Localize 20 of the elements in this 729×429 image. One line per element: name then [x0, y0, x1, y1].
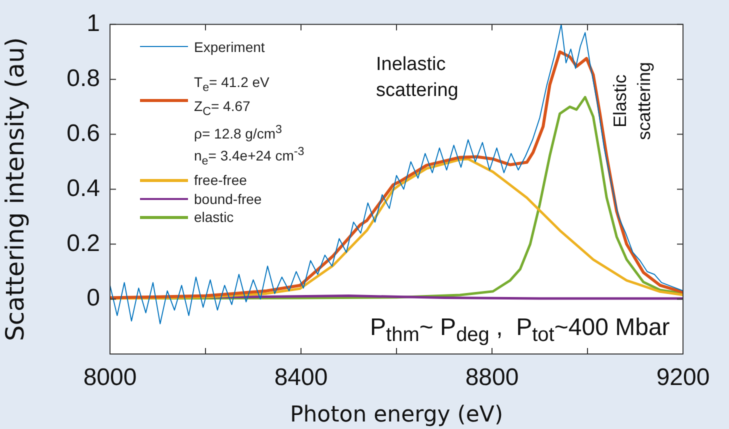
x-tick-label: 8000 — [83, 364, 137, 392]
y-axis-title: Scattering intensity (au) — [0, 37, 30, 342]
text: T$_{e}$= 41.2 eV Z$_{C}$= 4.67 ρ= 12.8 g/cm$^{3}$ n$_{e}$= 3.4e+24 cm$^{-3}$ — [194, 74, 304, 168]
x-tick-label: 9200 — [656, 364, 710, 392]
y-tick-label: 0.6 — [66, 120, 100, 147]
legend-label: free-free — [194, 171, 247, 190]
annotation: Elastic scattering — [609, 62, 656, 140]
annotation: P$_{thm}$~ P$_{deg}$ , P$_{tot}$~400 Mbar — [370, 313, 670, 348]
legend-label: elastic — [194, 208, 234, 227]
legend-label: bound-free — [194, 190, 262, 208]
y-tick-label: 1 — [86, 10, 100, 38]
y-tick-label: 0 — [86, 284, 100, 312]
x-axis-title: Photon energy (eV) — [290, 402, 504, 428]
x-tick-label: 8400 — [274, 364, 328, 392]
y-tick-label: 0.8 — [66, 64, 100, 92]
y-tick-label: 0.4 — [66, 174, 100, 202]
y-tick-label: 0.2 — [66, 230, 100, 257]
x-tick-label: 8800 — [465, 364, 519, 392]
legend-label: Experiment — [194, 38, 265, 56]
annotation: Inelastic scattering — [376, 53, 458, 103]
